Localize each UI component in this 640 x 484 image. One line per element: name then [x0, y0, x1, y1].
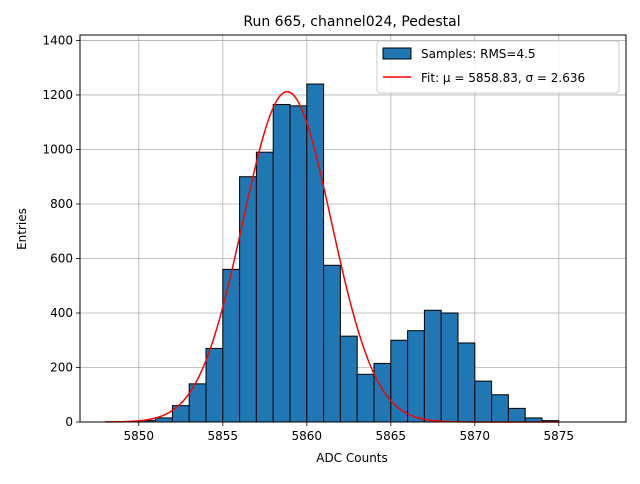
histogram-bar: [339, 335, 358, 423]
histogram-bar: [205, 347, 224, 423]
y-tick-label: 200: [50, 360, 73, 374]
histogram-bar: [323, 264, 341, 423]
legend-box: [376, 40, 620, 94]
legend-swatch-samples: [382, 47, 412, 60]
histogram-bar: [272, 103, 291, 423]
legend-label-samples: Samples: RMS=4.5: [421, 47, 536, 61]
histogram-bar: [373, 362, 392, 423]
histogram-bar: [423, 309, 442, 423]
x-tick-label: 5860: [292, 429, 323, 443]
histogram-bar: [507, 407, 526, 423]
y-tick-label: 1200: [42, 88, 73, 102]
grid-lines: [80, 35, 626, 423]
y-tick-label: 600: [50, 251, 73, 265]
histogram-bar: [457, 342, 476, 423]
legend: Samples: RMS=4.5 Fit: μ = 5858.83, σ = 2…: [376, 40, 620, 94]
histogram-bar: [155, 417, 173, 423]
y-tick-label: 1000: [42, 142, 73, 156]
y-tick-label: 400: [50, 306, 73, 320]
histogram-bar: [407, 330, 425, 423]
x-axis-ticks: 5850 5855 5860 5865 5870 5875: [124, 422, 575, 443]
histogram-bar: [222, 268, 241, 423]
histogram-bar: [474, 380, 493, 423]
histogram-bar: [255, 151, 274, 423]
y-axis-ticks: 0 200 400 600 800 1000 1200 1400: [42, 33, 80, 429]
y-tick-label: 800: [50, 197, 73, 211]
chart-title: Run 665, channel024, Pedestal: [243, 14, 460, 30]
histogram-bar: [440, 312, 459, 423]
histogram-bar: [390, 339, 409, 423]
x-tick-label: 5870: [460, 429, 491, 443]
legend-label-fit: Fit: μ = 5858.83, σ = 2.636: [421, 71, 585, 85]
histogram-bar: [491, 394, 509, 423]
histogram-bars: [138, 83, 560, 423]
x-axis-label: ADC Counts: [316, 451, 388, 465]
x-tick-label: 5875: [544, 429, 575, 443]
y-axis-label: Entries: [15, 208, 29, 250]
histogram-bar: [306, 83, 325, 423]
x-tick-label: 5855: [208, 429, 239, 443]
x-tick-label: 5865: [376, 429, 407, 443]
plot-frame: [79, 34, 627, 423]
y-tick-label: 0: [65, 415, 73, 429]
y-tick-label: 1400: [42, 33, 73, 47]
histogram-bar: [289, 105, 308, 423]
histogram-bar: [239, 176, 257, 423]
histogram-bar: [356, 373, 375, 423]
x-tick-label: 5850: [124, 429, 155, 443]
